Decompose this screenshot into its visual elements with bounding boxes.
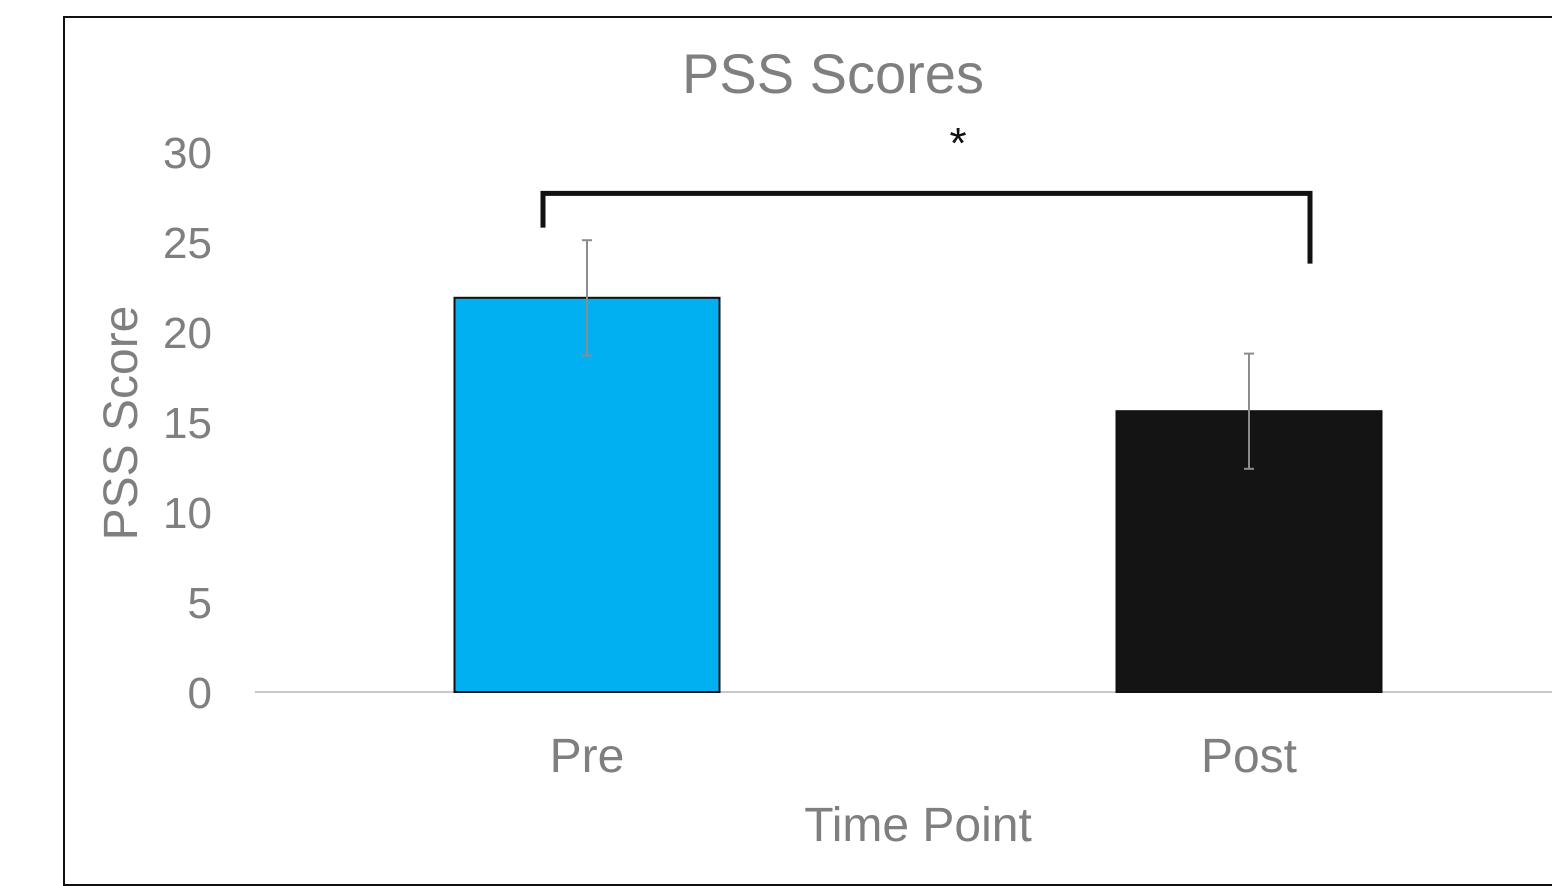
plot-area: 0 5 10 15 20 25 30 Pre Post *	[163, 119, 1552, 783]
y-tick-label-0: 0	[188, 669, 212, 718]
y-tick-label-20: 20	[163, 309, 212, 358]
x-tick-label-pre: Pre	[550, 730, 625, 783]
y-tick-label-15: 15	[163, 399, 212, 448]
y-tick-label-5: 5	[188, 579, 212, 628]
x-axis-title: Time Point	[804, 799, 1032, 852]
bar-pre	[453, 296, 721, 693]
y-tick-label-25: 25	[163, 219, 212, 268]
bar-chart: PSS Scores PSS Score Time Point 0 5 10 15 20…	[95, 42, 1552, 852]
significance-marker: *	[949, 119, 966, 168]
x-tick-label-post: Post	[1201, 730, 1297, 783]
significance-bracket	[540, 190, 1313, 264]
y-axis-title: PSS Score	[95, 306, 148, 541]
chart-title: PSS Scores	[682, 42, 984, 105]
y-tick-label-30: 30	[163, 129, 212, 178]
y-tick-label-10: 10	[163, 489, 212, 538]
